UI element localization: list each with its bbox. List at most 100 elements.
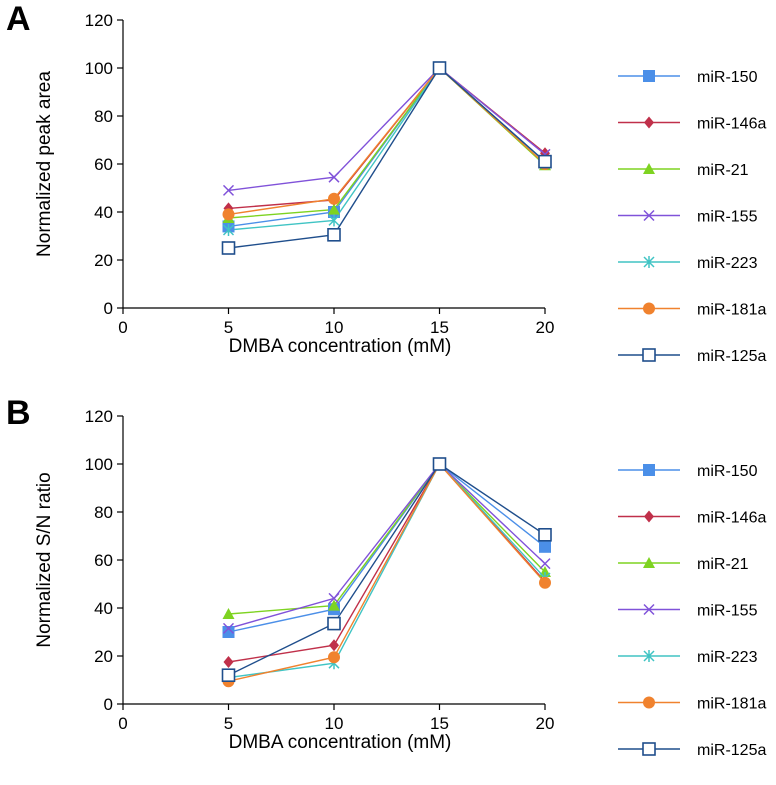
chart2-y-tick-label: 80 bbox=[94, 503, 113, 522]
chart1-legend-mir-223-label: miR-223 bbox=[697, 255, 758, 272]
chart1-legend-mir-146a-marker-shape bbox=[644, 116, 654, 129]
chart2-series-mir-146a-point-1-shape bbox=[223, 656, 234, 668]
chart2-series-mir-150-point-1-shape bbox=[222, 626, 235, 638]
chart2-y-tick-label: 60 bbox=[94, 551, 113, 570]
chart2-legend-mir-223-marker-shape bbox=[643, 650, 655, 662]
chart2-x-axis-title: DMBA concentration (mM) bbox=[229, 732, 452, 753]
chart2-legend-mir-150-label: miR-150 bbox=[697, 463, 758, 480]
chart2-series-mir-125a-point-3 bbox=[432, 457, 447, 471]
chart1-series-mir-223-point-1-shape bbox=[222, 224, 235, 236]
chart2-series-mir-150-point-1 bbox=[222, 626, 235, 638]
chart2-legend-mir-146a-marker-shape bbox=[644, 510, 654, 523]
chart1-legend-mir-21-marker-shape bbox=[643, 163, 655, 174]
chart1-x-tick-label: 20 bbox=[536, 318, 555, 337]
chart1-legend-mir-155-marker-shape bbox=[643, 209, 655, 222]
chart1-series-mir-155-point-1-shape bbox=[222, 184, 235, 196]
chart2-series-mir-150-line bbox=[228, 463, 546, 633]
chart1-series-mir-125a-point-3 bbox=[432, 61, 447, 75]
chart2-legend-mir-181a-marker bbox=[643, 696, 655, 709]
chart1-legend-mir-155-marker bbox=[643, 209, 655, 222]
chart2-y-tick-label: 120 bbox=[85, 407, 113, 426]
chart2-series-mir-125a-line bbox=[228, 463, 546, 676]
chart2-series-mir-125a-point-4 bbox=[538, 527, 552, 542]
chart1-legend-mir-146a-marker bbox=[644, 116, 654, 129]
chart2-series-mir-155-point-2 bbox=[328, 592, 340, 604]
chart2-series-mir-181a-point-4-shape bbox=[539, 576, 551, 589]
chart2-series-mir-155-point-4-shape bbox=[539, 558, 551, 570]
chart2-series-mir-146a-point-1 bbox=[223, 656, 234, 668]
chart2-legend-mir-155-marker bbox=[643, 603, 655, 616]
chart1-legend-mir-21-label: miR-21 bbox=[697, 162, 749, 179]
chart1-series-mir-21-point-2-shape bbox=[328, 203, 340, 215]
chart2-x-tick-label: 10 bbox=[325, 714, 344, 733]
chart2-series-mir-155-point-1-shape bbox=[222, 622, 235, 634]
chart2-legend-mir-223-label: miR-223 bbox=[697, 649, 758, 666]
chart2-y-tick-label: 20 bbox=[94, 647, 113, 666]
chart2-legend-mir-181a-label: miR-181a bbox=[697, 696, 766, 713]
chart2-legend-mir-146a-marker bbox=[644, 510, 654, 523]
chart2-series-mir-181a-line bbox=[228, 462, 546, 682]
chart2-series-mir-125a-point-4-shape bbox=[538, 527, 552, 542]
chart2-x-tick-label: 20 bbox=[536, 714, 555, 733]
chart1-legend-mir-125a-label: miR-125a bbox=[697, 348, 766, 365]
chart2-series-mir-21-point-2-shape bbox=[328, 599, 340, 611]
chart2-series-mir-155-line bbox=[228, 462, 546, 630]
chart1-y-tick-label: 40 bbox=[94, 203, 113, 222]
chart1-legend-mir-223-marker bbox=[643, 256, 655, 268]
chart2-series-mir-155-point-1 bbox=[222, 622, 235, 634]
chart1-y-tick-label: 100 bbox=[85, 59, 113, 78]
chart2-legend-mir-125a-marker bbox=[642, 742, 656, 756]
chart1-y-tick-label: 0 bbox=[104, 299, 113, 318]
chart1-legend-mir-125a-marker-shape bbox=[642, 348, 656, 362]
chart2-legend-mir-125a-label: miR-125a bbox=[697, 742, 766, 759]
chart2-series-mir-125a-point-2 bbox=[327, 616, 341, 631]
chart2-series-mir-21-point-1-shape bbox=[222, 608, 235, 619]
chart2-series-mir-125a-point-1 bbox=[221, 668, 236, 683]
chart2-series-mir-146a-point-2-shape bbox=[329, 639, 339, 652]
chart1-series-mir-125a-point-4 bbox=[538, 154, 552, 169]
chart1-y-tick-label: 20 bbox=[94, 251, 113, 270]
chart1-y-tick-label: 120 bbox=[85, 11, 113, 30]
chart1-legend-mir-21-marker bbox=[643, 163, 655, 174]
chart1-x-tick-label: 5 bbox=[224, 318, 233, 337]
chart2-legend-mir-150-marker-shape bbox=[643, 464, 655, 476]
chart1-legend-mir-181a-marker bbox=[643, 302, 655, 315]
chart1-legend-mir-146a-label: miR-146a bbox=[697, 116, 766, 133]
chart1-series-mir-125a-point-3-shape bbox=[432, 61, 447, 75]
chart2-x-tick-label: 15 bbox=[430, 714, 449, 733]
chart2-series-mir-21-point-1 bbox=[222, 608, 235, 619]
chart2-series-mir-150-point-4 bbox=[539, 540, 551, 553]
chart2-series-mir-125a-point-1-shape bbox=[221, 668, 236, 683]
chart2-legend-mir-181a-marker-shape bbox=[643, 696, 655, 709]
chart1-x-tick-label: 0 bbox=[118, 318, 127, 337]
chart1-series-mir-223-point-2-shape bbox=[328, 214, 340, 227]
chart2-series-mir-223-line bbox=[228, 462, 546, 679]
chart2-y-axis-title: Normalized S/N ratio bbox=[34, 472, 55, 647]
chart1-legend-mir-181a-marker-shape bbox=[643, 302, 655, 315]
chart2-y-tick-label: 0 bbox=[104, 695, 113, 714]
chart1-series-mir-155-point-2 bbox=[328, 171, 340, 183]
chart2-legend-mir-146a-label: miR-146a bbox=[697, 510, 766, 527]
chart2-legend-mir-21-label: miR-21 bbox=[697, 556, 749, 573]
chart2-series-mir-181a-point-2 bbox=[328, 651, 340, 664]
chart1-series-mir-181a-line bbox=[228, 66, 546, 216]
chart1-series-mir-155-point-2-shape bbox=[328, 171, 340, 183]
chart1-series-mir-155-line bbox=[228, 67, 546, 192]
chart2-x-tick-label: 5 bbox=[224, 714, 233, 733]
chart1-legend-mir-150-marker bbox=[643, 70, 655, 82]
chart2-legend-mir-125a-marker-shape bbox=[642, 742, 656, 756]
chart1-series-mir-181a-point-2 bbox=[328, 192, 340, 205]
chart2-series-mir-125a-point-3-shape bbox=[432, 457, 447, 471]
chart1-series-mir-181a-point-2-shape bbox=[328, 192, 340, 205]
chart2-series-mir-155-point-4 bbox=[539, 558, 551, 570]
chart1-series-mir-223-point-2 bbox=[328, 214, 340, 227]
chart1-series-mir-125a-point-1 bbox=[221, 241, 236, 255]
chart1-x-tick-label: 15 bbox=[430, 318, 449, 337]
chart1-y-tick-label: 60 bbox=[94, 155, 113, 174]
chart2-series-mir-181a-point-4 bbox=[539, 576, 551, 589]
chart1-x-axis-title: DMBA concentration (mM) bbox=[229, 336, 452, 357]
chart1-series-mir-155-point-1 bbox=[222, 184, 235, 196]
chart1-series-mir-181a-point-1 bbox=[222, 208, 235, 221]
